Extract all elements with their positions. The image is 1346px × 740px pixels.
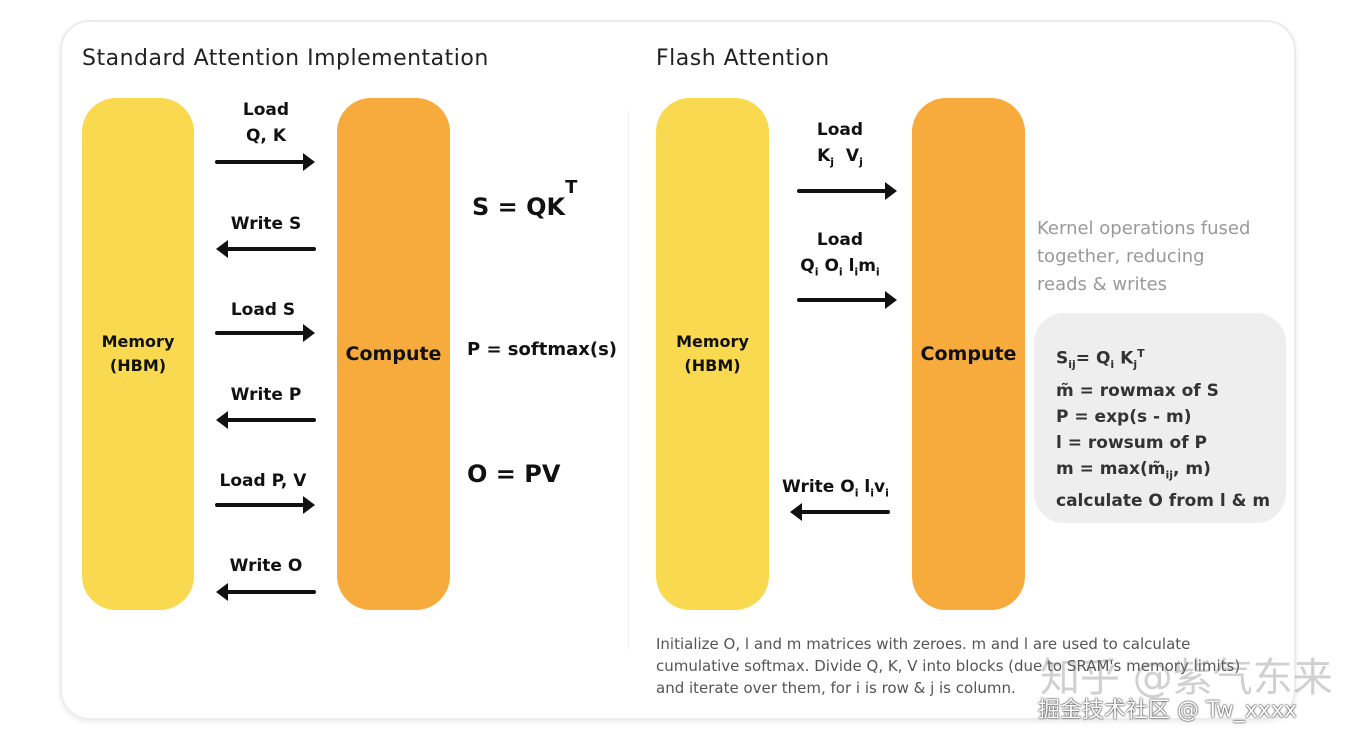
compute-label: Compute [345, 343, 442, 365]
memory-label: Memory [101, 332, 175, 351]
arrow-right-icon [797, 291, 897, 309]
hbm-label: (HBM) [109, 356, 167, 375]
step-load-s-label: Load S [230, 300, 296, 320]
memory-label: Memory [676, 332, 749, 351]
memory-hbm-block: Memory (HBM) [82, 98, 194, 610]
juejin-watermark: 掘金技术社区 @ Tw_xxxx [1038, 698, 1297, 723]
zhihu-watermark: 知乎 @紫气东来 [1040, 655, 1333, 701]
standard-attention-title: Standard Attention Implementation [82, 46, 489, 71]
load-kv-label: Load Kj Vj [816, 120, 864, 169]
write-olv-label: Write Oi livi [782, 477, 889, 500]
memory-hbm-block: Memory (HBM) [656, 98, 769, 610]
arrow-left-icon [216, 583, 316, 601]
kernel-ops-box: Sij= Qi KjT m̃ = rowmax of S P = exp(s -… [1034, 313, 1286, 523]
diagram-card [60, 20, 1296, 720]
kernel-ops-list: Sij= Qi KjT m̃ = rowmax of S P = exp(s -… [1056, 347, 1271, 512]
fused-note: Kernel operations fused together, reducin… [1037, 218, 1251, 295]
step-write-o-label: Write O [229, 556, 303, 576]
arrow-right-icon [215, 496, 315, 514]
arrow-right-icon [215, 153, 315, 171]
step-write-p-label: Write P [230, 385, 302, 405]
divider [628, 110, 629, 650]
arrow-right-icon [215, 324, 315, 342]
arrow-left-icon [216, 411, 316, 429]
load-qolm-label: Load Qi Oi limi [800, 230, 880, 279]
compute-block: Compute [337, 98, 450, 610]
step-write-s-label: Write S [230, 214, 302, 234]
compute-label: Compute [920, 343, 1017, 365]
flash-attention-title: Flash Attention [656, 46, 830, 71]
arrow-left-icon [790, 503, 890, 521]
equation-o: O = PV [467, 460, 561, 488]
footer-note: Initialize O, l and m matrices with zero… [656, 635, 1241, 697]
step-load-qk-label: Load Q, K [242, 100, 290, 146]
equation-p: P = softmax(s) [467, 339, 618, 360]
equation-s: S = QKT [472, 177, 578, 221]
compute-block: Compute [912, 98, 1025, 610]
arrow-right-icon [797, 182, 897, 200]
hbm-label: (HBM) [684, 356, 741, 375]
arrow-left-icon [216, 240, 316, 258]
step-load-pv-label: Load P, V [219, 471, 307, 491]
